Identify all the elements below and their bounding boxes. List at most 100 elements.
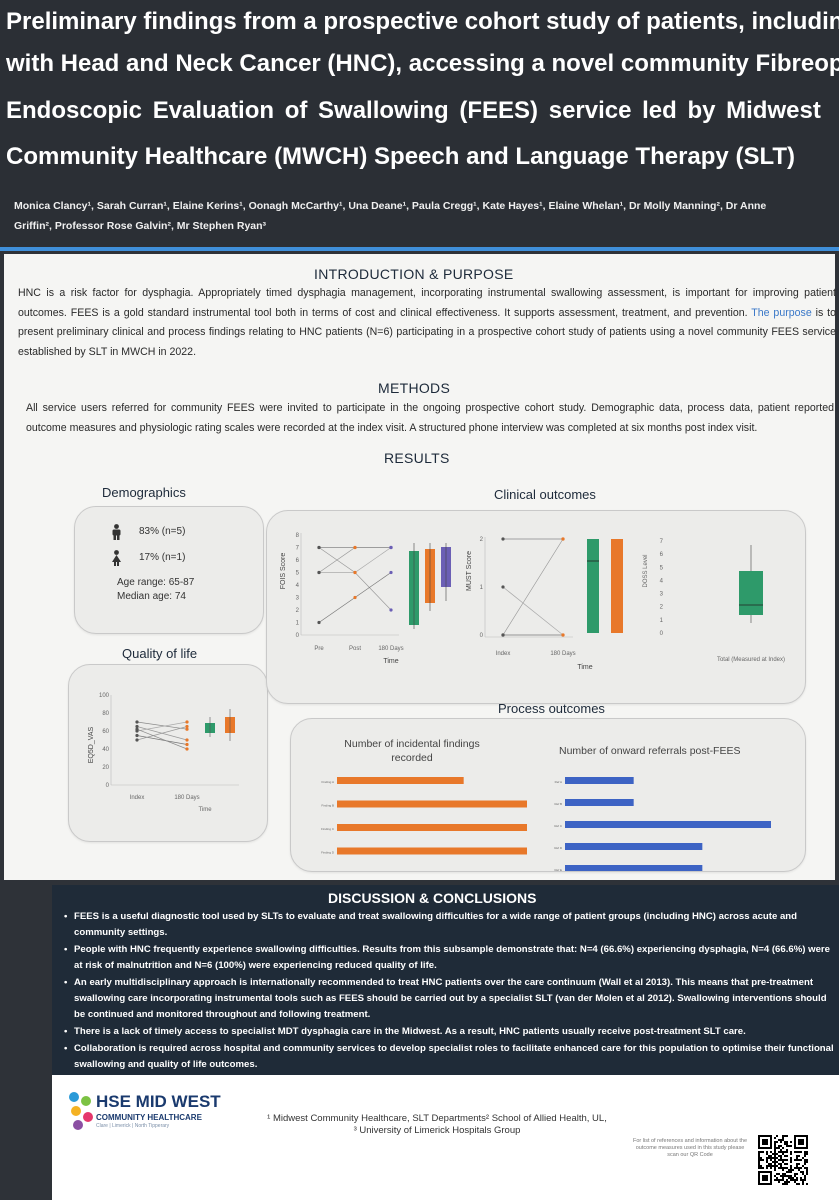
qr-module xyxy=(794,1159,796,1161)
clinical-box: FOIS Score 8 7 6 5 4 3 2 1 0 Pre Post 180 Days T… xyxy=(266,510,806,704)
qr-module xyxy=(804,1159,806,1161)
qr-module xyxy=(804,1161,806,1163)
title-line-4: Community Healthcare (MWCH) Speech and L… xyxy=(6,143,795,170)
qr-module xyxy=(776,1141,778,1143)
qr-module xyxy=(802,1165,804,1167)
qr-module xyxy=(782,1183,784,1185)
title-line-2: with Head and Neck Cancer (HNC), accessi… xyxy=(6,50,839,77)
process-chart: Finding A Finding B Finding C Finding D Ref… xyxy=(321,777,771,871)
qr-module xyxy=(786,1145,788,1147)
fois-point xyxy=(389,545,393,550)
qol-ytick: 20 xyxy=(102,765,109,771)
intro-heading: INTRODUCTION & PURPOSE xyxy=(314,266,514,282)
qol-point xyxy=(135,738,139,742)
qr-module xyxy=(790,1167,792,1169)
qr-module xyxy=(782,1167,784,1169)
qr-module xyxy=(778,1181,780,1183)
qr-module xyxy=(790,1145,792,1147)
qol-point xyxy=(185,738,189,742)
qr-module xyxy=(768,1163,770,1165)
qol-point xyxy=(185,720,189,724)
doss-box xyxy=(739,571,763,615)
qr-module xyxy=(778,1155,780,1157)
qr-module xyxy=(804,1163,806,1165)
qr-module xyxy=(792,1177,794,1179)
qr-module xyxy=(786,1167,788,1169)
qr-module xyxy=(784,1183,786,1185)
qr-module xyxy=(774,1151,776,1153)
qr-module xyxy=(774,1153,776,1155)
qr-module xyxy=(786,1175,788,1177)
qr-module xyxy=(762,1151,764,1153)
must-xtick-index: Index xyxy=(496,651,511,657)
must-point xyxy=(561,537,565,541)
qr-code[interactable] xyxy=(758,1135,808,1185)
qr-module xyxy=(804,1167,806,1169)
qr-module xyxy=(774,1175,776,1177)
qr-module xyxy=(758,1161,760,1163)
qr-module xyxy=(796,1173,798,1175)
qr-module xyxy=(780,1157,782,1159)
qr-module xyxy=(778,1167,780,1169)
qr-module xyxy=(790,1151,792,1153)
qr-module xyxy=(774,1161,776,1163)
qr-module xyxy=(776,1165,778,1167)
qol-xtick-index: Index xyxy=(130,795,145,801)
qr-module xyxy=(770,1163,772,1165)
qr-module xyxy=(758,1155,760,1157)
qr-module xyxy=(782,1147,784,1149)
fois-ytick: 6 xyxy=(296,558,300,564)
qol-ytick: 60 xyxy=(102,729,109,735)
qr-module xyxy=(778,1163,780,1165)
incidental-label: Finding C xyxy=(321,827,335,831)
discussion-bullet: There is a lack of timely access to spec… xyxy=(64,1024,834,1040)
must-box-180 xyxy=(611,539,623,633)
qol-line xyxy=(136,721,188,730)
qol-line xyxy=(136,735,188,745)
logo-tag: Clare | Limerick | North Tipperary xyxy=(96,1123,170,1129)
fois-ytick: 2 xyxy=(296,608,300,614)
qr-module xyxy=(776,1161,778,1163)
male-percent: 83% (n=5) xyxy=(139,526,186,537)
qr-module xyxy=(766,1161,768,1163)
qr-module xyxy=(780,1139,782,1141)
qr-module xyxy=(790,1159,792,1161)
authors-line-1: Monica Clancy¹, Sarah Curran¹, Elaine Ke… xyxy=(14,200,767,212)
qr-module xyxy=(788,1169,790,1171)
must-ytick: 2 xyxy=(480,537,484,543)
title-line-3: Endoscopic Evaluation of Swallowing (FEE… xyxy=(6,97,821,124)
qr-module xyxy=(786,1135,788,1137)
qr-module xyxy=(774,1143,776,1145)
fois-point xyxy=(353,570,357,575)
qr-module xyxy=(776,1179,778,1181)
qr-module xyxy=(768,1165,770,1167)
qr-module xyxy=(774,1179,776,1181)
qr-module xyxy=(774,1165,776,1167)
logo-main: HSE MID WEST xyxy=(96,1092,221,1111)
qr-module xyxy=(784,1155,786,1157)
poster-header: Preliminary findings from a prospective … xyxy=(0,0,839,250)
must-line xyxy=(502,538,564,636)
must-xlabel: Time xyxy=(577,664,592,671)
referral-bar xyxy=(565,843,703,850)
qr-module xyxy=(798,1163,800,1165)
qr-module xyxy=(770,1157,772,1159)
qr-module xyxy=(790,1141,792,1143)
methods-heading: METHODS xyxy=(378,380,451,396)
qr-module xyxy=(800,1159,802,1161)
female-percent: 17% (n=1) xyxy=(139,552,186,563)
qr-module xyxy=(760,1167,762,1169)
qr-module xyxy=(784,1181,786,1183)
qol-point xyxy=(135,727,139,731)
qr-module xyxy=(774,1147,776,1149)
qr-module xyxy=(762,1167,764,1169)
fois-ytick: 0 xyxy=(296,633,300,639)
demographics-title: Demographics xyxy=(102,485,186,500)
qr-module xyxy=(772,1165,774,1167)
fois-line xyxy=(319,547,392,573)
intro-text-b: is to present preliminary clinical and p… xyxy=(18,306,837,358)
qr-module xyxy=(782,1135,784,1137)
qr-module xyxy=(774,1169,776,1171)
qr-module xyxy=(798,1169,800,1171)
qr-module xyxy=(806,1167,808,1169)
